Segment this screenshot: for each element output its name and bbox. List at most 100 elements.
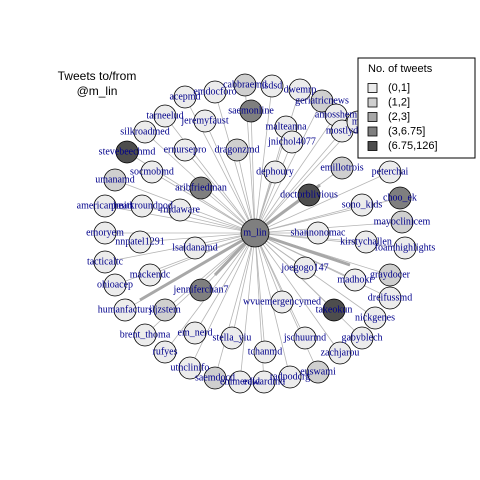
node (133, 323, 157, 347)
node-label: mostlyd (326, 125, 358, 136)
node-label: emoryem (86, 227, 124, 238)
node (193, 109, 217, 133)
node (178, 356, 202, 380)
node-label: mackendc (130, 269, 171, 280)
node-label: wvuemergencymed (243, 296, 321, 307)
edge (184, 149, 256, 234)
node-label: rufyes (153, 346, 178, 357)
node (263, 160, 287, 184)
node-label: tacticaltc (87, 256, 124, 267)
node (183, 321, 207, 345)
node-label: jljzstem (148, 304, 181, 315)
node-label: geriatricnews (295, 95, 349, 106)
edge (151, 171, 256, 234)
node (253, 340, 277, 364)
center-node (240, 218, 270, 248)
node-label: jenniferchan7 (173, 284, 229, 295)
node-label: uthclinifo (171, 362, 210, 373)
legend-swatch (367, 141, 378, 151)
node-label: isdsd (262, 80, 283, 91)
legend-label: (3,6.75] (388, 125, 425, 137)
node (233, 73, 257, 97)
legend-swatch (367, 126, 378, 137)
node (310, 89, 334, 113)
node-label: jeremyfaust (180, 115, 228, 126)
edge (254, 232, 376, 319)
title-line: @m_lin (77, 84, 118, 98)
node (173, 85, 197, 109)
node (350, 193, 374, 217)
node (388, 186, 412, 210)
edge (204, 120, 256, 234)
edge-heavy (139, 231, 256, 302)
node-label: sono_kids (342, 199, 383, 210)
node (306, 360, 330, 384)
legend-swatch (367, 97, 378, 108)
node (252, 370, 276, 394)
node (378, 160, 402, 184)
node (183, 236, 207, 260)
edge (254, 221, 403, 234)
node (173, 138, 197, 162)
node (306, 221, 330, 245)
node-label: stella_yiu (213, 332, 252, 343)
node (378, 263, 402, 287)
node (260, 74, 284, 98)
node-label: zachjarou (321, 347, 360, 358)
node-label: dephoury (256, 166, 294, 177)
edge (104, 232, 256, 263)
node-label: tarneelud (146, 110, 183, 121)
edge (254, 85, 273, 234)
node (113, 298, 137, 322)
node-label: em_nerd (178, 327, 213, 338)
node-label: saemonline (228, 105, 274, 116)
node (363, 306, 387, 330)
edge (189, 232, 256, 369)
node-label: joegogo147 (280, 262, 328, 273)
node-label: aribfriedman (175, 182, 227, 193)
node (133, 120, 157, 144)
edge (254, 232, 391, 299)
node-label: shannonomac (291, 227, 347, 238)
node (103, 273, 127, 297)
edge (254, 232, 363, 339)
node (293, 256, 317, 280)
node (343, 268, 367, 292)
node (322, 298, 346, 322)
node (189, 176, 213, 200)
node (328, 341, 352, 365)
node (128, 230, 152, 254)
node-label: brent_thoma (120, 329, 171, 340)
node-label: malteanna (265, 121, 307, 132)
edge (254, 100, 323, 234)
node-label: umanamd (95, 174, 134, 185)
edge (254, 204, 363, 234)
node (228, 370, 252, 394)
node-label: peterchai (372, 166, 409, 177)
edge (114, 232, 256, 286)
center-label: m_lin (243, 227, 266, 238)
node (330, 156, 354, 180)
node-label: emmerald (220, 376, 260, 387)
node (168, 198, 192, 222)
edge-heavy (254, 231, 351, 267)
node-label: saemdocd (195, 372, 235, 383)
node (130, 194, 154, 218)
node-label: emillotrois (320, 162, 363, 173)
edge (254, 130, 343, 234)
title-line: Tweets to/from (58, 69, 137, 83)
node (350, 326, 374, 350)
edge (254, 141, 293, 234)
edge (164, 232, 256, 311)
legend-swatch (367, 112, 378, 122)
node-label: doctorblivious (280, 189, 338, 200)
edge (254, 171, 391, 234)
node-label: gabyblech (341, 332, 382, 343)
edge (231, 232, 256, 339)
edge (254, 197, 401, 234)
node-label: pmitkroundpod (111, 200, 173, 211)
node-label: americanheart (77, 200, 134, 211)
node (354, 230, 378, 254)
node-label: dragonzmd (215, 144, 260, 155)
edge (254, 232, 266, 353)
